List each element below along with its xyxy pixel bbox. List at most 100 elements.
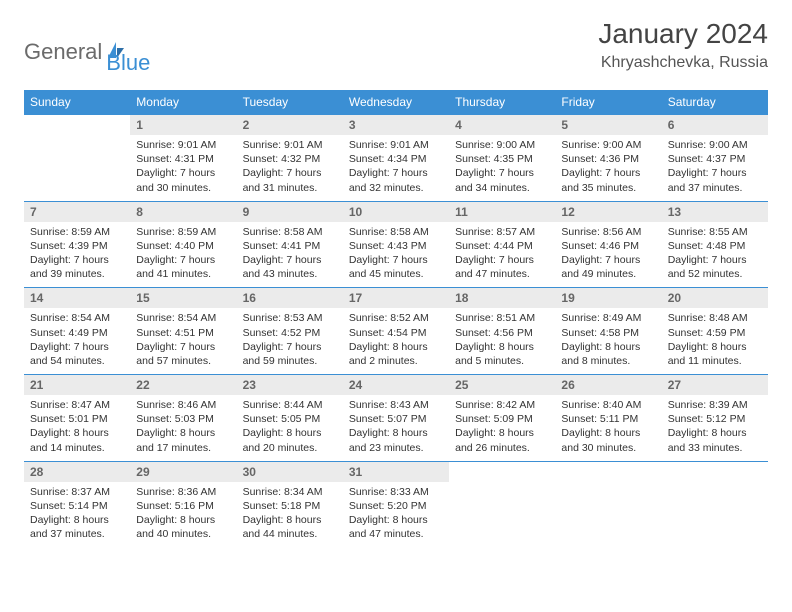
daylight-text-2: and 57 minutes. xyxy=(136,354,230,368)
sunrise-text: Sunrise: 9:00 AM xyxy=(455,138,549,152)
calendar-cell: 8Sunrise: 8:59 AMSunset: 4:40 PMDaylight… xyxy=(130,201,236,288)
day-number: 15 xyxy=(130,288,236,308)
sunrise-text: Sunrise: 8:48 AM xyxy=(668,311,762,325)
sunrise-text: Sunrise: 8:59 AM xyxy=(30,225,124,239)
calendar-cell: 30Sunrise: 8:34 AMSunset: 5:18 PMDayligh… xyxy=(237,461,343,547)
calendar-cell: 2Sunrise: 9:01 AMSunset: 4:32 PMDaylight… xyxy=(237,115,343,202)
cell-body: Sunrise: 8:49 AMSunset: 4:58 PMDaylight:… xyxy=(555,308,661,374)
day-number: 20 xyxy=(662,288,768,308)
calendar-cell xyxy=(449,461,555,547)
daylight-text-1: Daylight: 8 hours xyxy=(455,426,549,440)
calendar-table: Sunday Monday Tuesday Wednesday Thursday… xyxy=(24,90,768,547)
calendar-cell: 6Sunrise: 9:00 AMSunset: 4:37 PMDaylight… xyxy=(662,115,768,202)
calendar-cell: 10Sunrise: 8:58 AMSunset: 4:43 PMDayligh… xyxy=(343,201,449,288)
cell-body: Sunrise: 8:59 AMSunset: 4:40 PMDaylight:… xyxy=(130,222,236,288)
calendar-cell: 29Sunrise: 8:36 AMSunset: 5:16 PMDayligh… xyxy=(130,461,236,547)
calendar-cell: 14Sunrise: 8:54 AMSunset: 4:49 PMDayligh… xyxy=(24,288,130,375)
sunset-text: Sunset: 4:35 PM xyxy=(455,152,549,166)
daylight-text-1: Daylight: 7 hours xyxy=(136,340,230,354)
sunrise-text: Sunrise: 8:53 AM xyxy=(243,311,337,325)
day-number: 7 xyxy=(24,202,130,222)
cell-body xyxy=(662,468,768,477)
cell-body: Sunrise: 8:46 AMSunset: 5:03 PMDaylight:… xyxy=(130,395,236,461)
daylight-text-2: and 2 minutes. xyxy=(349,354,443,368)
sunset-text: Sunset: 4:56 PM xyxy=(455,326,549,340)
daylight-text-2: and 35 minutes. xyxy=(561,181,655,195)
weekday-header: Tuesday xyxy=(237,90,343,115)
sunset-text: Sunset: 5:12 PM xyxy=(668,412,762,426)
daylight-text-2: and 5 minutes. xyxy=(455,354,549,368)
sunset-text: Sunset: 4:37 PM xyxy=(668,152,762,166)
cell-body: Sunrise: 8:48 AMSunset: 4:59 PMDaylight:… xyxy=(662,308,768,374)
cell-body: Sunrise: 8:42 AMSunset: 5:09 PMDaylight:… xyxy=(449,395,555,461)
calendar-cell: 23Sunrise: 8:44 AMSunset: 5:05 PMDayligh… xyxy=(237,375,343,462)
sunset-text: Sunset: 4:39 PM xyxy=(30,239,124,253)
calendar-cell: 12Sunrise: 8:56 AMSunset: 4:46 PMDayligh… xyxy=(555,201,661,288)
daylight-text-2: and 37 minutes. xyxy=(668,181,762,195)
sunrise-text: Sunrise: 8:49 AM xyxy=(561,311,655,325)
cell-body: Sunrise: 8:47 AMSunset: 5:01 PMDaylight:… xyxy=(24,395,130,461)
day-number: 23 xyxy=(237,375,343,395)
calendar-cell: 1Sunrise: 9:01 AMSunset: 4:31 PMDaylight… xyxy=(130,115,236,202)
day-number: 4 xyxy=(449,115,555,135)
daylight-text-1: Daylight: 7 hours xyxy=(30,340,124,354)
sunset-text: Sunset: 4:36 PM xyxy=(561,152,655,166)
sunrise-text: Sunrise: 8:47 AM xyxy=(30,398,124,412)
daylight-text-1: Daylight: 7 hours xyxy=(561,253,655,267)
daylight-text-2: and 54 minutes. xyxy=(30,354,124,368)
sunset-text: Sunset: 5:01 PM xyxy=(30,412,124,426)
calendar-body: 1Sunrise: 9:01 AMSunset: 4:31 PMDaylight… xyxy=(24,115,768,548)
daylight-text-2: and 39 minutes. xyxy=(30,267,124,281)
daylight-text-2: and 49 minutes. xyxy=(561,267,655,281)
sunrise-text: Sunrise: 8:46 AM xyxy=(136,398,230,412)
sunset-text: Sunset: 5:05 PM xyxy=(243,412,337,426)
sunrise-text: Sunrise: 8:40 AM xyxy=(561,398,655,412)
cell-body: Sunrise: 8:44 AMSunset: 5:05 PMDaylight:… xyxy=(237,395,343,461)
cell-body: Sunrise: 9:01 AMSunset: 4:31 PMDaylight:… xyxy=(130,135,236,201)
sunrise-text: Sunrise: 8:34 AM xyxy=(243,485,337,499)
daylight-text-1: Daylight: 7 hours xyxy=(243,253,337,267)
day-number: 3 xyxy=(343,115,449,135)
cell-body: Sunrise: 8:55 AMSunset: 4:48 PMDaylight:… xyxy=(662,222,768,288)
daylight-text-1: Daylight: 7 hours xyxy=(668,253,762,267)
cell-body: Sunrise: 8:34 AMSunset: 5:18 PMDaylight:… xyxy=(237,482,343,548)
day-number: 17 xyxy=(343,288,449,308)
calendar-cell: 3Sunrise: 9:01 AMSunset: 4:34 PMDaylight… xyxy=(343,115,449,202)
sunrise-text: Sunrise: 8:58 AM xyxy=(349,225,443,239)
sunset-text: Sunset: 4:31 PM xyxy=(136,152,230,166)
day-number: 31 xyxy=(343,462,449,482)
calendar-cell: 4Sunrise: 9:00 AMSunset: 4:35 PMDaylight… xyxy=(449,115,555,202)
daylight-text-2: and 43 minutes. xyxy=(243,267,337,281)
sunrise-text: Sunrise: 9:01 AM xyxy=(349,138,443,152)
sunrise-text: Sunrise: 9:01 AM xyxy=(136,138,230,152)
day-number: 22 xyxy=(130,375,236,395)
daylight-text-1: Daylight: 8 hours xyxy=(668,340,762,354)
daylight-text-1: Daylight: 7 hours xyxy=(561,166,655,180)
day-number: 24 xyxy=(343,375,449,395)
daylight-text-2: and 41 minutes. xyxy=(136,267,230,281)
sunset-text: Sunset: 5:11 PM xyxy=(561,412,655,426)
weekday-header: Thursday xyxy=(449,90,555,115)
cell-body: Sunrise: 9:01 AMSunset: 4:34 PMDaylight:… xyxy=(343,135,449,201)
daylight-text-2: and 32 minutes. xyxy=(349,181,443,195)
daylight-text-2: and 30 minutes. xyxy=(561,441,655,455)
logo-text-blue: Blue xyxy=(106,50,150,76)
calendar-cell: 28Sunrise: 8:37 AMSunset: 5:14 PMDayligh… xyxy=(24,461,130,547)
calendar-cell: 31Sunrise: 8:33 AMSunset: 5:20 PMDayligh… xyxy=(343,461,449,547)
sunset-text: Sunset: 4:43 PM xyxy=(349,239,443,253)
sunrise-text: Sunrise: 9:00 AM xyxy=(561,138,655,152)
sunrise-text: Sunrise: 8:56 AM xyxy=(561,225,655,239)
day-number: 19 xyxy=(555,288,661,308)
sunrise-text: Sunrise: 8:44 AM xyxy=(243,398,337,412)
calendar-cell: 21Sunrise: 8:47 AMSunset: 5:01 PMDayligh… xyxy=(24,375,130,462)
cell-body: Sunrise: 8:39 AMSunset: 5:12 PMDaylight:… xyxy=(662,395,768,461)
cell-body: Sunrise: 8:40 AMSunset: 5:11 PMDaylight:… xyxy=(555,395,661,461)
daylight-text-2: and 20 minutes. xyxy=(243,441,337,455)
cell-body: Sunrise: 8:33 AMSunset: 5:20 PMDaylight:… xyxy=(343,482,449,548)
daylight-text-2: and 11 minutes. xyxy=(668,354,762,368)
weekday-header: Saturday xyxy=(662,90,768,115)
sunrise-text: Sunrise: 8:59 AM xyxy=(136,225,230,239)
daylight-text-2: and 44 minutes. xyxy=(243,527,337,541)
calendar-cell: 18Sunrise: 8:51 AMSunset: 4:56 PMDayligh… xyxy=(449,288,555,375)
sunrise-text: Sunrise: 8:42 AM xyxy=(455,398,549,412)
